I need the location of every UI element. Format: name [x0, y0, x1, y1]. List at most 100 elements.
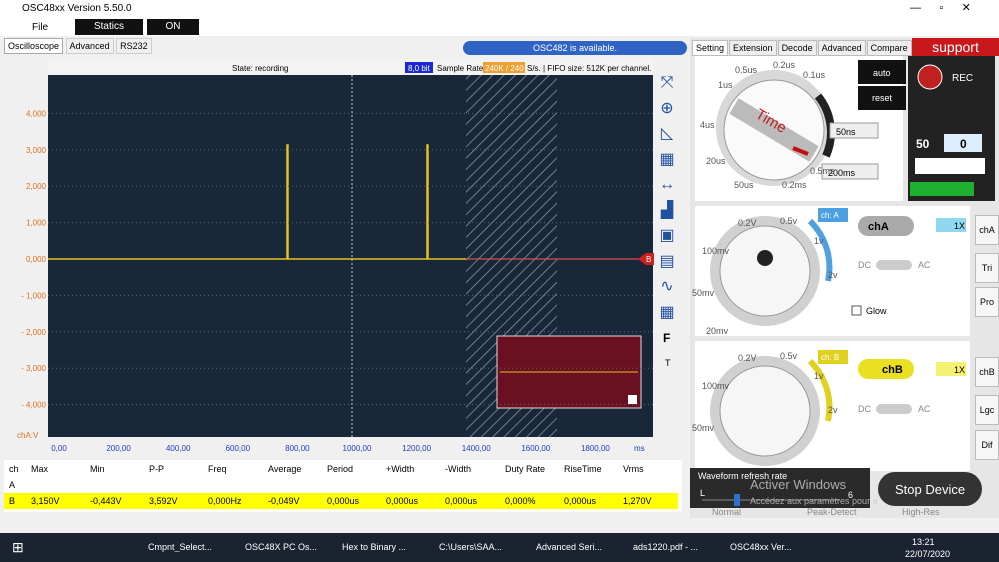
- header: RiseTime: [564, 464, 602, 474]
- menu-statics[interactable]: Statics: [75, 19, 143, 35]
- cell: 0,000%: [505, 496, 536, 506]
- chb-tag-bg: [818, 350, 848, 364]
- glow-check[interactable]: [851, 305, 862, 316]
- tab[interactable]: Advanced: [817, 40, 866, 56]
- task-item[interactable]: OSC48xx Ver...: [730, 542, 792, 552]
- side-tab[interactable]: Dif: [975, 430, 999, 460]
- select2[interactable]: 200ms: [828, 168, 856, 178]
- stop[interactable]: Stop Device: [895, 482, 965, 497]
- header: Max: [31, 464, 49, 474]
- side-tab[interactable]: Lgc: [975, 395, 999, 425]
- x-tick-label: 1400,00: [462, 444, 491, 453]
- auto-btn[interactable]: [858, 60, 906, 84]
- chb-knob[interactable]: [719, 365, 811, 457]
- knob-pointer: [792, 146, 809, 156]
- side-tab[interactable]: chB: [975, 357, 999, 387]
- volt-label: 2v: [828, 405, 838, 415]
- volt-label: 0.5v: [780, 351, 798, 361]
- mode[interactable]: Peak-Detect: [807, 507, 857, 517]
- start[interactable]: ⊞: [12, 539, 24, 555]
- time-scale-label: 20us: [706, 156, 726, 166]
- cell: B: [9, 496, 16, 506]
- cha-probe-bg[interactable]: [936, 218, 966, 232]
- x-tick-label: 800,00: [285, 444, 310, 453]
- reset[interactable]: reset: [872, 93, 893, 103]
- cell: -0,443V: [90, 496, 122, 506]
- task-item[interactable]: Hex to Binary ...: [342, 542, 407, 552]
- task-item[interactable]: ads1220.pdf - ...: [633, 542, 699, 552]
- time-scale-label: 4us: [700, 120, 715, 130]
- time-scale-label: 0.5us: [735, 65, 758, 75]
- tab[interactable]: Decode: [777, 40, 817, 56]
- chb-switch[interactable]: [876, 404, 912, 414]
- chb-probe-bg[interactable]: [936, 362, 966, 376]
- task-item[interactable]: Cmpnt_Select...: [148, 542, 213, 552]
- select1[interactable]: 50ns: [836, 127, 856, 137]
- chb-button[interactable]: chB: [882, 364, 903, 376]
- reset-btn[interactable]: [858, 86, 906, 110]
- chb-tag: ch: B: [821, 353, 839, 362]
- mode[interactable]: High-Res: [902, 507, 940, 517]
- cha-arc: [807, 218, 833, 282]
- cha-button[interactable]: chA: [868, 221, 889, 233]
- task-item[interactable]: C:\Users\SAA...: [439, 542, 503, 552]
- count: 50: [916, 137, 930, 151]
- mode[interactable]: Normal: [712, 507, 742, 517]
- support[interactable]: support: [912, 38, 999, 56]
- cha-tag: ch: A: [821, 211, 839, 220]
- rate: 240K / 240: [485, 64, 524, 73]
- chb-ac: AC: [918, 404, 931, 414]
- x-tick-label: 600,00: [226, 444, 251, 453]
- side-tab[interactable]: Pro: [975, 287, 999, 317]
- side-tab[interactable]: Tri: [975, 253, 999, 283]
- cell: 1,270V: [623, 496, 652, 506]
- side-tab[interactable]: chA: [975, 215, 999, 245]
- tabs: Oscilloscope Advanced RS232: [4, 38, 152, 54]
- banner[interactable]: OSC482 is available.: [463, 41, 687, 55]
- cell: A: [9, 480, 16, 490]
- x-tick-label: 1200,00: [402, 444, 431, 453]
- task-item[interactable]: OSC48X PC Os...: [245, 542, 318, 552]
- cha-btn[interactable]: [858, 216, 914, 236]
- play-btn[interactable]: [915, 158, 985, 174]
- select-box[interactable]: [821, 163, 879, 180]
- select-box[interactable]: [829, 122, 879, 139]
- cha-probe: 1X: [954, 221, 965, 231]
- task-item[interactable]: Advanced Seri...: [536, 542, 603, 552]
- slider-thumb[interactable]: [734, 494, 740, 506]
- toolbar[interactable]: ⤧ ⊕ ◺ ▦ ↔ ▟ ▣ ▤ ∿ ▦: [659, 74, 675, 321]
- value-box[interactable]: [944, 134, 982, 152]
- side-letter: T: [665, 358, 671, 368]
- cha-dot: [757, 250, 773, 266]
- overview-check[interactable]: [628, 395, 637, 404]
- stop-btn[interactable]: [878, 472, 982, 506]
- window-controls[interactable]: — ▫ ✕: [910, 2, 971, 14]
- cha-knob[interactable]: [719, 225, 811, 317]
- rec: REC: [952, 73, 973, 84]
- auto[interactable]: auto: [873, 68, 891, 78]
- menu-file[interactable]: File: [32, 22, 49, 33]
- x-tick-label: 400,00: [166, 444, 191, 453]
- level-bar: [910, 182, 974, 196]
- tab[interactable]: Advanced: [65, 38, 114, 54]
- cha-switch[interactable]: [876, 260, 912, 270]
- chb-btn[interactable]: [858, 359, 914, 379]
- taskbar: ⊞ 13:21 22/07/2020 Cmpnt_Select... OSC48X…: [0, 533, 999, 562]
- tab[interactable]: Setting: [692, 40, 729, 56]
- x-tick-label: 0,00: [51, 444, 67, 453]
- chb-probe: 1X: [954, 365, 965, 375]
- rate-label: Sample Rate: [437, 64, 484, 73]
- volt-label: 20mv: [706, 326, 729, 336]
- y-tick-label: - 3,000: [21, 364, 46, 373]
- volt-label: 1v: [814, 236, 824, 246]
- tab[interactable]: Oscilloscope: [4, 38, 64, 54]
- cell: 3,150V: [31, 496, 60, 506]
- tab[interactable]: Compare: [866, 40, 912, 56]
- header: Vrms: [623, 464, 644, 474]
- tab[interactable]: Extension: [729, 40, 777, 56]
- rec-btn[interactable]: [917, 64, 943, 90]
- menu-on[interactable]: ON: [147, 19, 199, 35]
- y-tick-label: 2,000: [26, 182, 47, 191]
- volt-label: 100mv: [702, 246, 730, 256]
- tab[interactable]: RS232: [116, 38, 152, 54]
